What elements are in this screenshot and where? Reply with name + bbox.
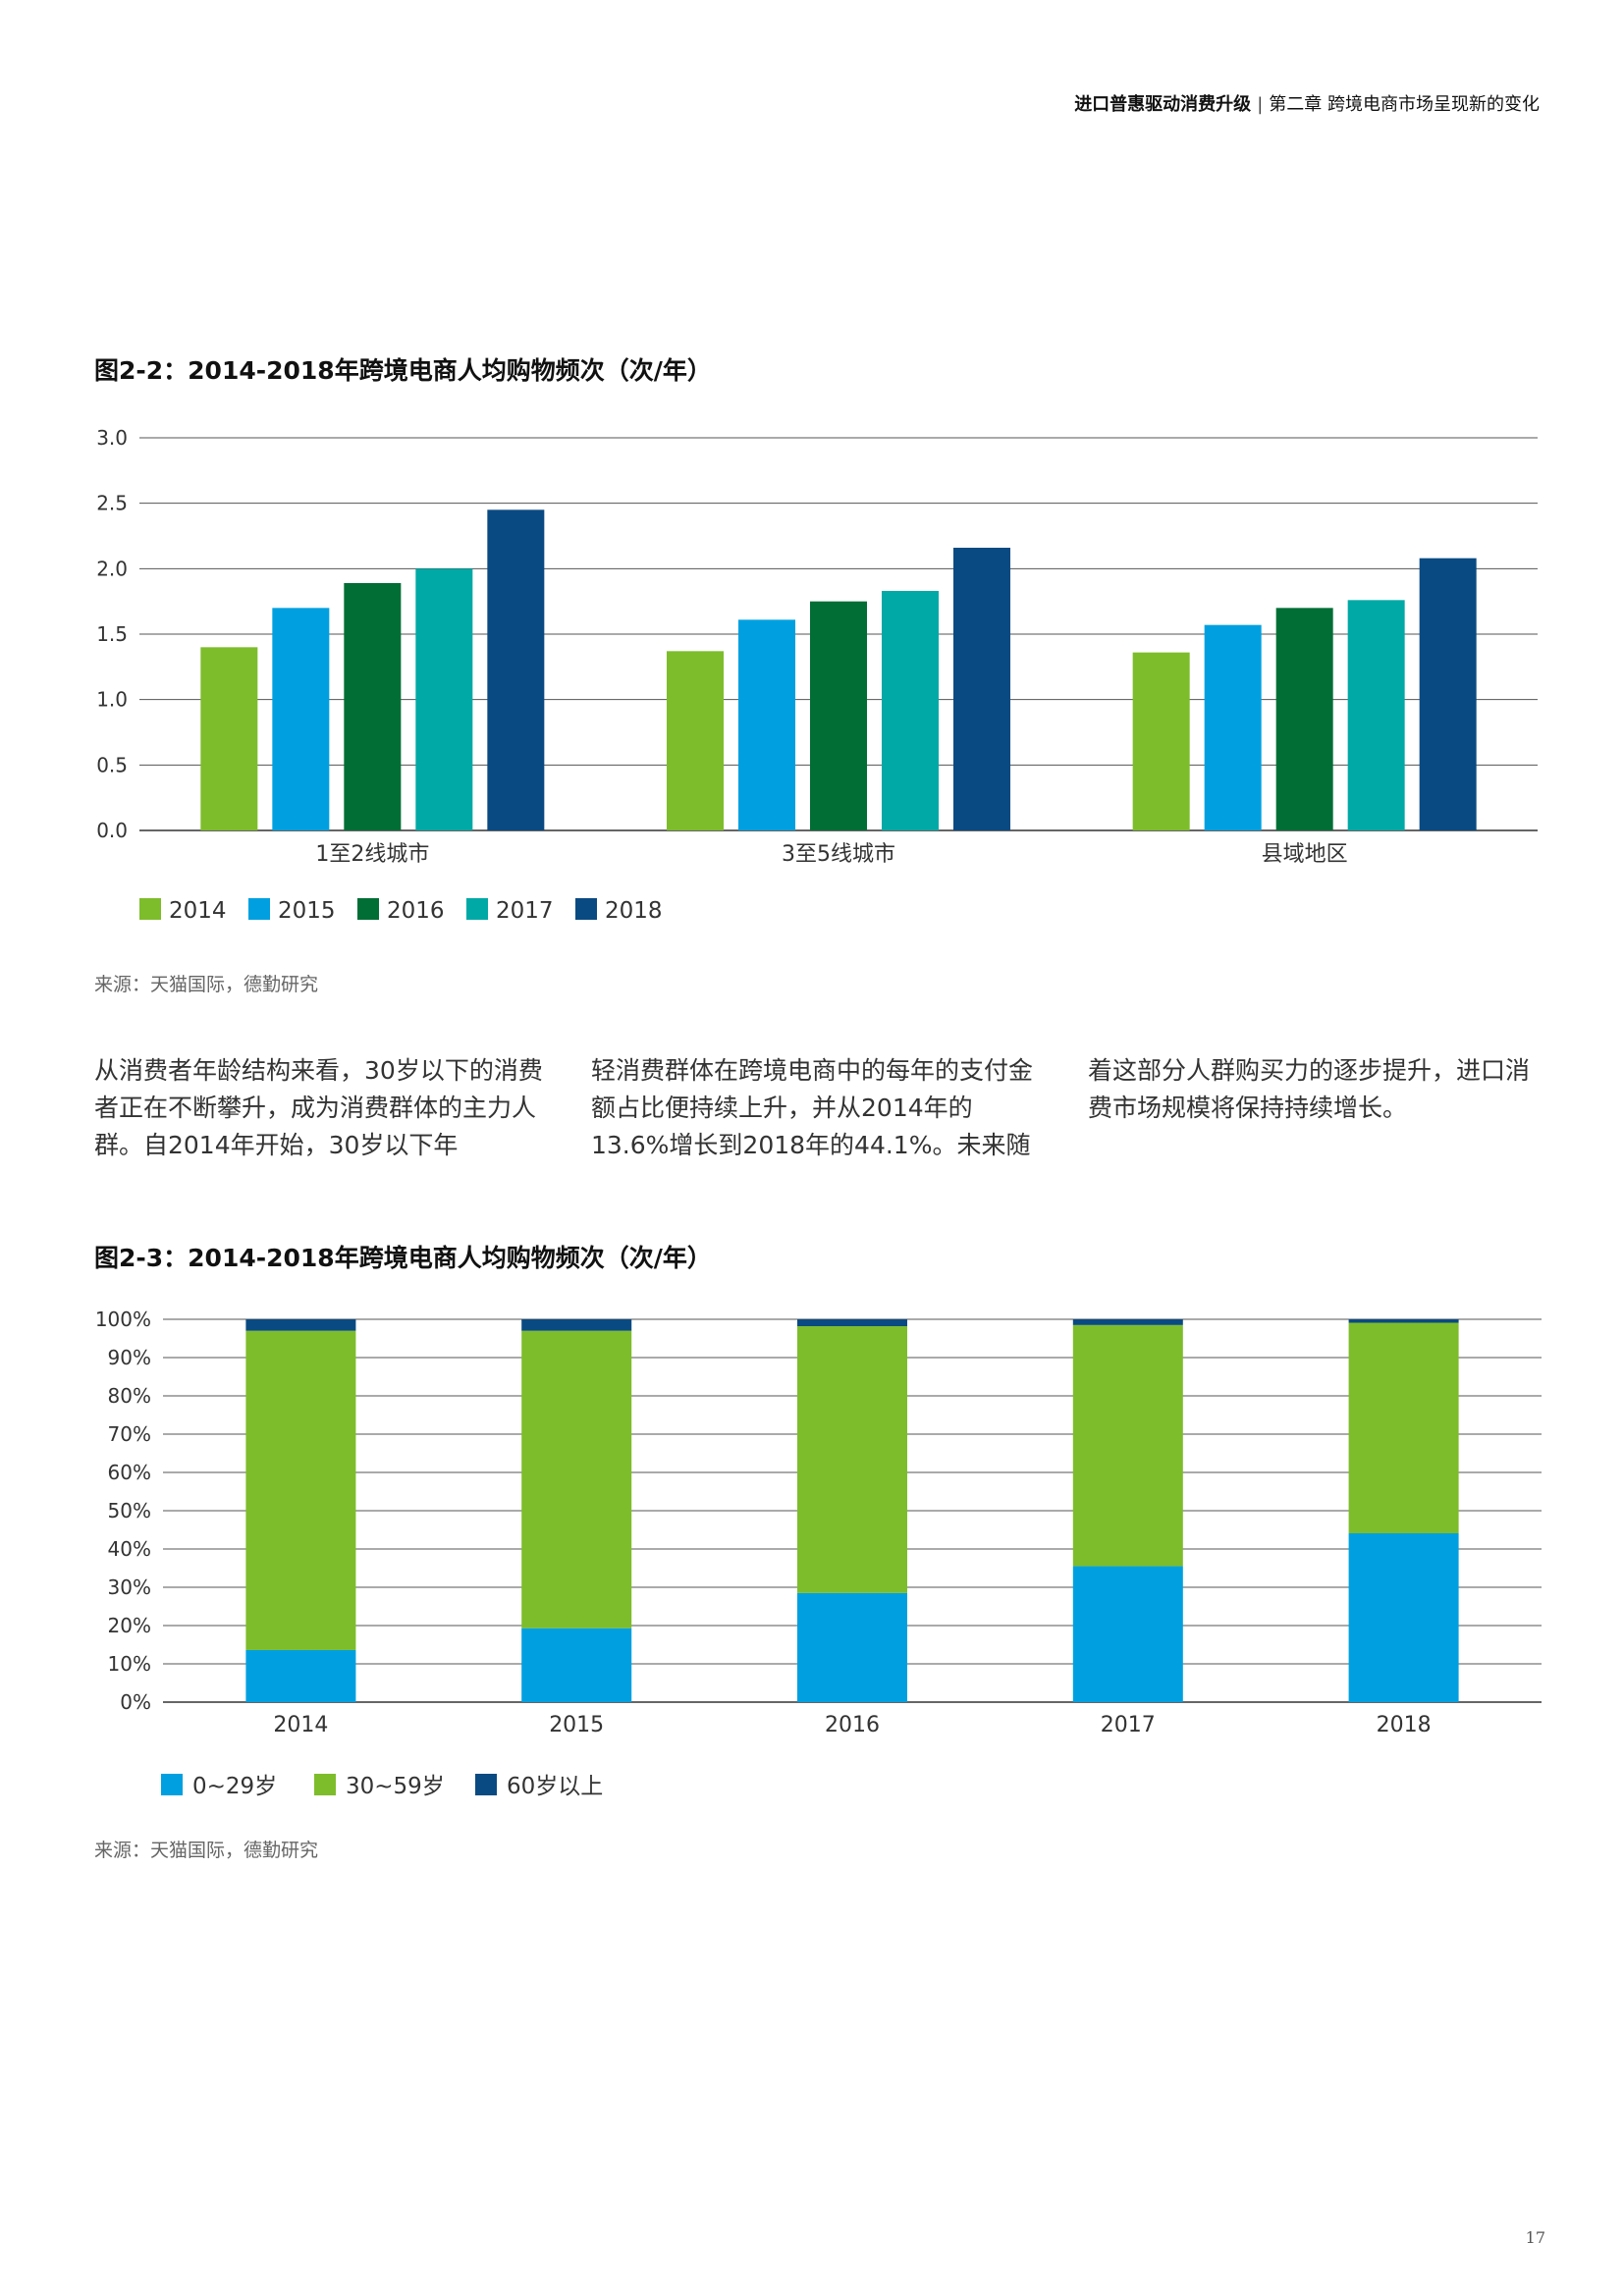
legend-swatch <box>314 1774 336 1795</box>
paragraph-col-2: 轻消费群体在跨境电商中的每年的支付金额占比便持续上升，并从2014年的13.6%… <box>591 1056 1034 1159</box>
legend-swatch <box>139 898 161 920</box>
paragraph-col-3: 着这部分人群购买力的逐步提升，进口消费市场规模将保持持续增长。 <box>1088 1056 1531 1122</box>
bar-segment <box>797 1319 907 1327</box>
figure1-title: 图2-2：2014-2018年跨境电商人均购物频次（次/年） <box>94 356 712 385</box>
bar <box>810 601 867 830</box>
x-category-label: 2016 <box>825 1713 880 1737</box>
y-tick-label: 50% <box>108 1499 151 1522</box>
legend-swatch <box>357 898 379 920</box>
y-tick-label: 70% <box>108 1422 151 1446</box>
x-category-label: 县域地区 <box>1262 842 1348 867</box>
paragraph-col-1: 从消费者年龄结构来看，30岁以下的消费者正在不断攀升，成为消费群体的主力人群。自… <box>94 1056 543 1159</box>
header-separator: | <box>1257 94 1264 115</box>
x-category-label: 2015 <box>549 1713 604 1737</box>
figure2-source: 来源：天猫国际，德勤研究 <box>94 1840 319 1861</box>
x-category-label: 2018 <box>1377 1713 1432 1737</box>
bar <box>344 583 402 830</box>
bar <box>272 608 330 830</box>
y-tick-label: 2.5 <box>96 492 128 515</box>
page-number: 17 <box>1525 2228 1545 2247</box>
y-tick-label: 40% <box>108 1537 151 1561</box>
legend-label: 0~29岁 <box>192 1774 277 1799</box>
y-tick-label: 20% <box>108 1614 151 1637</box>
bar-segment <box>521 1628 632 1702</box>
figure1-source: 来源：天猫国际，德勤研究 <box>94 974 319 995</box>
bar-segment <box>521 1330 632 1629</box>
page-header: 进口普惠驱动消费升级 | 第二章 跨境电商市场呈现新的变化 <box>1074 90 1540 116</box>
x-category-label: 2014 <box>273 1713 328 1737</box>
legend-label: 60岁以上 <box>507 1774 603 1799</box>
y-tick-label: 90% <box>108 1346 151 1369</box>
legend-swatch <box>161 1774 183 1795</box>
bar-segment <box>797 1592 907 1702</box>
bar <box>953 548 1010 830</box>
bar-segment <box>521 1319 632 1331</box>
bar-segment <box>797 1326 907 1593</box>
bar <box>200 647 258 830</box>
legend-label: 2018 <box>605 898 663 924</box>
x-category-label: 3至5线城市 <box>782 842 895 867</box>
bar-segment <box>1072 1566 1183 1702</box>
chapter-title: 第二章 跨境电商市场呈现新的变化 <box>1269 94 1540 115</box>
bar <box>1347 600 1405 830</box>
figure2-title: 图2-3：2014-2018年跨境电商人均购物频次（次/年） <box>94 1244 712 1272</box>
y-tick-label: 10% <box>108 1652 151 1676</box>
report-title: 进口普惠驱动消费升级 <box>1074 94 1252 115</box>
y-tick-label: 60% <box>108 1461 151 1484</box>
bar-segment <box>1072 1324 1183 1567</box>
bar-segment <box>1348 1533 1459 1702</box>
y-tick-label: 80% <box>108 1384 151 1408</box>
legend-label: 2016 <box>387 898 445 924</box>
legend-swatch <box>466 898 488 920</box>
bar <box>1204 624 1262 830</box>
y-tick-label: 2.0 <box>96 557 128 580</box>
x-category-label: 1至2线城市 <box>315 842 429 867</box>
y-tick-label: 0% <box>120 1690 151 1714</box>
legend-label: 30~59岁 <box>346 1774 445 1799</box>
legend-label: 2017 <box>496 898 554 924</box>
bar <box>415 568 473 830</box>
bar-segment <box>1348 1322 1459 1534</box>
bar-segment <box>245 1649 356 1702</box>
y-tick-label: 3.0 <box>96 426 128 450</box>
y-tick-label: 0.5 <box>96 753 128 776</box>
bar-segment <box>245 1330 356 1650</box>
stacked-bar-chart: 0% 10% 20% 30% 40% 50% 60% 70% 80% 90% 100% 2014 201… <box>95 1308 1542 1799</box>
bar-segment <box>1348 1319 1459 1323</box>
bar <box>882 591 939 830</box>
y-tick-label: 1.0 <box>96 688 128 712</box>
bar-segment <box>1072 1319 1183 1325</box>
bar <box>1132 652 1190 830</box>
legend-swatch <box>248 898 270 920</box>
y-tick-label: 30% <box>108 1575 151 1599</box>
x-category-label: 2017 <box>1101 1713 1156 1737</box>
bar <box>487 509 545 830</box>
legend-label: 2015 <box>278 898 336 924</box>
bar <box>738 619 795 830</box>
bar <box>1275 608 1333 830</box>
y-tick-label: 1.5 <box>96 622 128 646</box>
grouped-bar-chart: 0.0 0.5 1.0 1.5 2.0 2.5 3.0 1至2线城市 3至5线城市 县域地区 201… <box>96 426 1538 924</box>
legend-label: 2014 <box>169 898 227 924</box>
y-tick-label: 100% <box>95 1308 151 1331</box>
bar <box>667 651 724 830</box>
y-tick-label: 0.0 <box>96 819 128 842</box>
bar <box>1419 558 1477 830</box>
bar-segment <box>245 1319 356 1331</box>
legend-swatch <box>475 1774 497 1795</box>
legend-swatch <box>575 898 597 920</box>
